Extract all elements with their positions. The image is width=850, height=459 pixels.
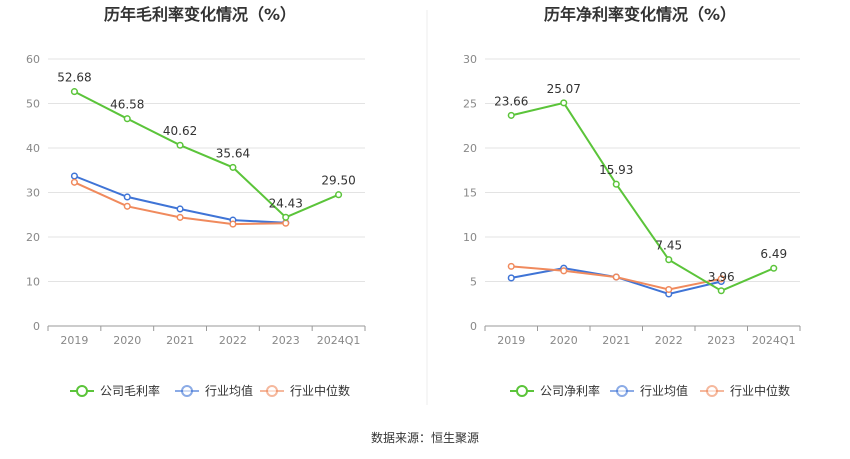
y-tick-label: 25 <box>463 98 477 111</box>
data-point-company <box>717 287 725 295</box>
data-label: 24.43 <box>269 196 303 210</box>
data-point-company <box>70 88 78 96</box>
data-label: 52.68 <box>57 71 91 85</box>
y-tick-label: 30 <box>26 187 40 200</box>
x-tick-label: 2024Q1 <box>317 334 361 347</box>
data-point-median <box>665 285 673 294</box>
data-point-avg <box>507 274 515 282</box>
x-tick-label: 2021 <box>602 334 630 347</box>
data-point-company <box>507 111 515 119</box>
data-label: 15.93 <box>599 163 633 177</box>
x-tick-label: 2020 <box>113 334 141 347</box>
y-tick-label: 10 <box>463 231 477 244</box>
data-label: 6.49 <box>760 247 787 261</box>
legend-item-avg[interactable]: 行业均值 <box>610 383 688 398</box>
data-point-company <box>176 141 184 149</box>
legend-swatch-marker <box>706 385 718 397</box>
data-point-company <box>612 180 620 188</box>
data-label: 25.07 <box>547 82 581 96</box>
data-label: 7.45 <box>655 239 682 253</box>
data-point-median <box>717 275 725 283</box>
data-point-median <box>612 273 620 281</box>
legend-item-company[interactable]: 公司毛利率 <box>70 383 160 398</box>
y-tick-label: 30 <box>463 53 477 66</box>
data-point-median <box>560 267 568 275</box>
data-point-company <box>282 213 290 221</box>
legend-item-avg[interactable]: 行业均值 <box>175 383 253 398</box>
x-tick-label: 2023 <box>272 334 300 347</box>
data-point-company <box>229 163 237 171</box>
data-point-median <box>123 202 131 210</box>
x-tick-label: 2019 <box>60 334 88 347</box>
data-point-median <box>282 219 290 227</box>
data-point-company <box>665 256 673 264</box>
legend-label: 行业中位数 <box>730 383 790 398</box>
legend-label: 公司净利率 <box>540 383 600 398</box>
x-tick-label: 2023 <box>707 334 735 347</box>
data-point-median <box>229 220 237 228</box>
x-tick-label: 2022 <box>655 334 683 347</box>
x-tick-label: 2019 <box>497 334 525 347</box>
legend-label: 行业均值 <box>640 383 688 398</box>
x-tick-label: 2021 <box>166 334 194 347</box>
data-point-median <box>70 178 78 186</box>
source-note: 数据来源：恒生聚源 <box>371 430 479 445</box>
data-point-median <box>507 262 515 270</box>
data-label: 3.96 <box>708 270 735 284</box>
data-label: 35.64 <box>216 146 250 160</box>
data-point-company <box>123 115 131 123</box>
legend-item-company[interactable]: 公司净利率 <box>510 383 600 398</box>
series-line-company <box>511 101 775 292</box>
data-point-median <box>176 213 184 221</box>
legend-swatch-marker <box>181 385 193 397</box>
y-tick-label: 40 <box>26 142 40 155</box>
x-tick-label: 2020 <box>550 334 578 347</box>
y-tick-label: 10 <box>26 276 40 289</box>
net-margin-chart: 历年净利率变化情况（%） 0 5 10 15 20 25 30 2019 2020 2021 2022… <box>463 5 801 398</box>
legend-label: 行业中位数 <box>290 383 350 398</box>
data-point-company <box>560 99 568 107</box>
data-label: 40.62 <box>163 124 197 138</box>
data-point-avg <box>70 172 78 180</box>
data-point-avg <box>123 193 131 201</box>
x-tick-label: 2022 <box>219 334 247 347</box>
data-point-company <box>335 191 343 199</box>
x-tick-label: 2024Q1 <box>752 334 796 347</box>
y-tick-label: 0 <box>33 320 40 333</box>
y-tick-label: 5 <box>470 276 477 289</box>
series-line-company <box>73 90 339 219</box>
data-point-avg <box>176 205 184 213</box>
data-label: 29.50 <box>321 174 355 188</box>
legend-swatch-marker <box>266 385 278 397</box>
y-tick-label: 50 <box>26 98 40 111</box>
legend-label: 行业均值 <box>205 383 253 398</box>
y-tick-label: 60 <box>26 53 40 66</box>
y-tick-label: 0 <box>470 320 477 333</box>
y-tick-label: 15 <box>463 187 477 200</box>
chart-title: 历年毛利率变化情况（%） <box>104 5 296 24</box>
legend-swatch-marker <box>616 385 628 397</box>
legend-item-median[interactable]: 行业中位数 <box>700 383 790 398</box>
y-tick-label: 20 <box>26 231 40 244</box>
legend-swatch-marker <box>516 385 528 397</box>
legend-item-median[interactable]: 行业中位数 <box>260 383 350 398</box>
legend-swatch-marker <box>76 385 88 397</box>
data-label: 23.66 <box>494 94 528 108</box>
gross-margin-chart: 历年毛利率变化情况（%） 0 10 20 30 40 50 60 2019 2020 2021 202… <box>26 5 366 398</box>
legend-label: 公司毛利率 <box>100 383 160 398</box>
data-label: 46.58 <box>110 98 144 112</box>
y-tick-label: 20 <box>463 142 477 155</box>
chart-title: 历年净利率变化情况（%） <box>544 5 736 24</box>
data-point-company <box>770 264 778 272</box>
